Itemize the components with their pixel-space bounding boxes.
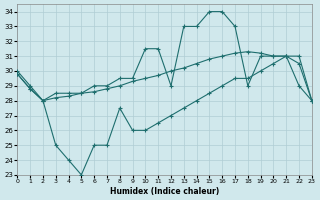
X-axis label: Humidex (Indice chaleur): Humidex (Indice chaleur) [110, 187, 219, 196]
